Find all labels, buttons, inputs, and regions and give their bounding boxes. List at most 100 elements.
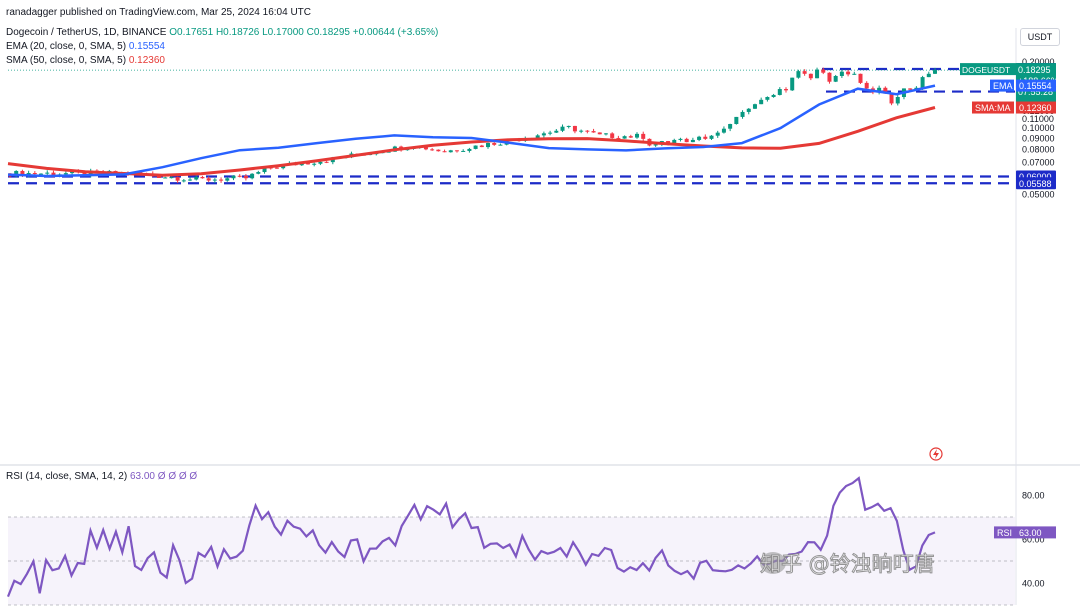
symbol-line: Dogecoin / TetherUS, 1D, BINANCE O0.1765… xyxy=(6,27,438,39)
rsi-tag-box xyxy=(1016,526,1056,539)
sma-legend[interactable]: SMA (50, close, 0, SMA, 5) 0.12360 xyxy=(6,55,165,67)
candle-body xyxy=(479,145,484,148)
candle-body xyxy=(697,136,702,140)
ema-legend[interactable]: EMA (20, close, 0, SMA, 5) 0.15554 xyxy=(6,41,165,53)
candle-body xyxy=(32,173,37,175)
candle-body xyxy=(473,145,478,149)
price-tick-label: 0.07000 xyxy=(1022,157,1055,167)
candle-body xyxy=(442,151,447,153)
candle xyxy=(473,145,478,150)
candle xyxy=(312,162,317,167)
candle xyxy=(256,170,261,175)
candle xyxy=(231,175,236,181)
candle-body xyxy=(653,144,658,146)
candle-body xyxy=(225,178,230,181)
candle-body xyxy=(833,75,838,82)
candle-body xyxy=(237,175,242,177)
candle xyxy=(852,71,857,75)
candle xyxy=(188,177,193,182)
symbol-title: Dogecoin / TetherUS, 1D, BINANCE xyxy=(6,27,167,38)
candle-body xyxy=(498,144,503,146)
candle xyxy=(479,144,484,148)
candle-body xyxy=(616,137,621,139)
candle-body xyxy=(864,82,869,89)
candle-body xyxy=(188,179,193,181)
sma-line xyxy=(7,106,936,177)
candle-body xyxy=(535,135,540,139)
candle-body xyxy=(20,170,25,176)
candle xyxy=(641,131,646,142)
sma-tag: SMA:MA 0.12360 xyxy=(972,101,1056,114)
candle-body xyxy=(703,136,708,139)
candle xyxy=(436,149,441,152)
candle-body xyxy=(169,177,174,179)
candle xyxy=(678,137,683,142)
candle-body xyxy=(808,73,813,79)
candle-body xyxy=(554,130,559,133)
flash-icon-ring xyxy=(929,447,943,461)
candle-body xyxy=(436,149,441,152)
candle-body xyxy=(846,71,851,75)
candle-body xyxy=(194,176,199,180)
candle-body xyxy=(821,69,826,73)
candle-body xyxy=(597,132,602,135)
rsi-legend-value: 63.00 xyxy=(129,471,155,482)
candle-body xyxy=(641,133,646,139)
ohlc-open: O0.17651 xyxy=(169,27,214,38)
candle-body xyxy=(492,142,497,145)
candle xyxy=(697,135,702,142)
candle xyxy=(603,132,608,136)
candle-body xyxy=(784,89,789,91)
candle-body xyxy=(305,163,310,165)
candle-body xyxy=(163,177,168,179)
level-tag-box xyxy=(1016,177,1056,190)
candle xyxy=(784,87,789,93)
candle-body xyxy=(622,136,627,139)
price-tag-line: 07:55:28 xyxy=(1018,87,1053,97)
candle xyxy=(63,170,68,175)
candle-body xyxy=(386,151,391,153)
candle xyxy=(579,129,584,134)
candle-body xyxy=(231,175,236,179)
candle xyxy=(461,149,466,152)
ohlc-close: C0.18295 xyxy=(306,27,350,38)
candle-body xyxy=(51,172,56,176)
candle-body xyxy=(461,150,466,152)
candle xyxy=(243,174,248,181)
ma-tag-name-box xyxy=(972,101,1014,114)
ma-tag-name-box xyxy=(990,79,1014,92)
rsi-legend[interactable]: RSI (14, close, SMA, 14, 2) 63.00 Ø Ø Ø … xyxy=(6,471,197,483)
candle xyxy=(206,176,211,182)
ma-tag-label: 0.12360 xyxy=(1019,103,1052,113)
candle xyxy=(858,73,863,84)
candle xyxy=(175,176,180,184)
candle-body xyxy=(45,172,50,174)
candle-body xyxy=(802,71,807,74)
candle-body xyxy=(591,131,596,133)
rsi-tag-name: RSI xyxy=(997,528,1012,538)
candle xyxy=(752,103,757,110)
candle-body xyxy=(858,73,863,83)
candle xyxy=(759,97,764,105)
candle-body xyxy=(889,93,894,104)
candle xyxy=(815,67,820,79)
candle-body xyxy=(827,72,832,82)
price-tick-label: 0.08000 xyxy=(1022,145,1055,155)
candle-body xyxy=(219,179,224,181)
currency-button[interactable]: USDT xyxy=(1020,28,1060,46)
candle-body xyxy=(548,132,553,134)
candle xyxy=(194,174,199,181)
candle-body xyxy=(274,167,279,169)
candle xyxy=(790,77,795,91)
rsi-tag: RSI 63.00 xyxy=(994,526,1056,539)
ohlc-low: L0.17000 xyxy=(262,27,304,38)
candle xyxy=(740,110,745,119)
price-tag-line: 0.18295 xyxy=(1018,65,1051,75)
candle xyxy=(200,175,205,179)
ma-tag-label: 0.15554 xyxy=(1019,81,1052,91)
sma-legend-value: 0.12360 xyxy=(128,55,165,66)
candle-body xyxy=(771,94,776,98)
candle xyxy=(554,128,559,133)
candle-body xyxy=(454,150,459,152)
candle xyxy=(448,149,453,153)
